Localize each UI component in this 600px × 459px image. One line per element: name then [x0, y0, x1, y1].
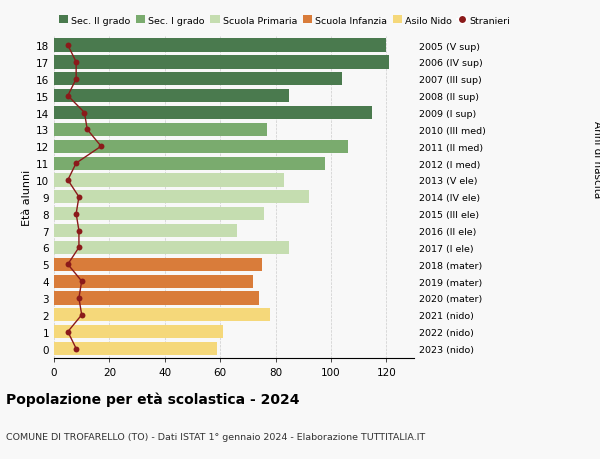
Point	[77, 278, 86, 285]
Bar	[54, 308, 270, 322]
Bar	[54, 123, 267, 137]
Point	[63, 261, 73, 269]
Bar	[54, 325, 223, 338]
Bar	[54, 292, 259, 305]
Point	[71, 345, 81, 353]
Point	[71, 76, 81, 83]
Bar	[54, 207, 265, 221]
Bar	[54, 342, 217, 355]
Bar	[54, 39, 386, 52]
Point	[71, 59, 81, 67]
Point	[77, 312, 86, 319]
Bar	[54, 275, 253, 288]
Point	[82, 126, 92, 134]
Point	[63, 177, 73, 184]
Point	[74, 194, 84, 201]
Bar	[54, 90, 289, 103]
Bar	[54, 258, 262, 271]
Point	[63, 328, 73, 336]
Point	[63, 42, 73, 50]
Point	[80, 110, 89, 117]
Bar	[54, 73, 342, 86]
Legend: Sec. II grado, Sec. I grado, Scuola Primaria, Scuola Infanzia, Asilo Nido, Stran: Sec. II grado, Sec. I grado, Scuola Prim…	[59, 17, 511, 26]
Bar	[54, 157, 325, 170]
Point	[63, 93, 73, 100]
Point	[71, 160, 81, 168]
Text: Anni di nascita: Anni di nascita	[592, 120, 600, 197]
Y-axis label: Età alunni: Età alunni	[22, 169, 32, 225]
Bar	[54, 106, 373, 120]
Point	[74, 244, 84, 252]
Bar	[54, 56, 389, 69]
Point	[71, 211, 81, 218]
Point	[96, 143, 106, 151]
Text: COMUNE DI TROFARELLO (TO) - Dati ISTAT 1° gennaio 2024 - Elaborazione TUTTITALIA: COMUNE DI TROFARELLO (TO) - Dati ISTAT 1…	[6, 431, 425, 441]
Bar	[54, 191, 309, 204]
Bar	[54, 140, 347, 153]
Point	[74, 227, 84, 235]
Bar	[54, 241, 289, 254]
Bar	[54, 224, 237, 238]
Text: Popolazione per età scolastica - 2024: Popolazione per età scolastica - 2024	[6, 392, 299, 406]
Point	[74, 295, 84, 302]
Bar	[54, 174, 284, 187]
